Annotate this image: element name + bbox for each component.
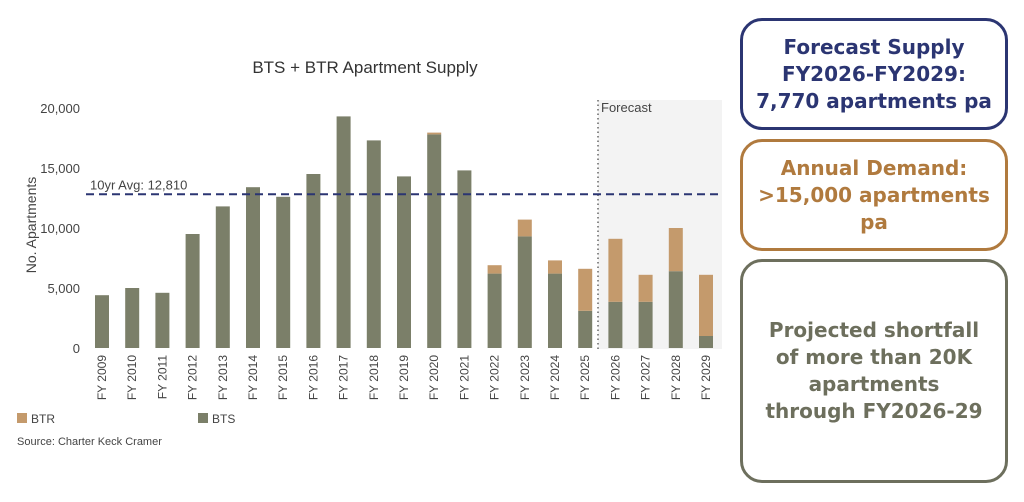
x-tick-label: FY 2012: [186, 355, 200, 400]
x-tick-label: FY 2026: [608, 355, 622, 400]
x-tick-label: FY 2016: [306, 355, 320, 400]
legend-swatch-bts: [198, 413, 208, 423]
source-note: Source: Charter Keck Cramer: [17, 436, 162, 448]
bar-bts-fy2015: [276, 196, 291, 348]
bar-btr-fy2029: [699, 274, 713, 336]
x-tick-label: FY 2019: [397, 355, 411, 400]
annual-demand-callout: Annual Demand: >15,000 apartments pa: [740, 139, 1008, 251]
bar-btr-fy2024: [548, 260, 562, 274]
bar-bts-fy2010: [125, 288, 140, 348]
y-tick-label: 15,000: [40, 161, 80, 176]
x-tick-label: FY 2010: [125, 355, 139, 400]
bar-bts-fy2025: [578, 310, 593, 348]
bar-bts-fy2023: [517, 236, 532, 348]
x-tick-label: FY 2022: [488, 355, 502, 400]
bar-bts-fy2026: [608, 301, 623, 348]
bar-btr-fy2020: [427, 132, 442, 135]
y-tick-label: 5,000: [47, 281, 80, 296]
forecast-label: Forecast: [601, 100, 652, 115]
bar-bts-fy2021: [457, 170, 472, 348]
x-tick-label: FY 2011: [155, 355, 169, 400]
chart-title: BTS + BTR Apartment Supply: [252, 58, 478, 77]
x-tick-label: FY 2021: [457, 355, 471, 400]
bar-bts-fy2016: [306, 174, 321, 348]
bar-bts-fy2017: [336, 116, 351, 349]
y-tick-label: 10,000: [40, 221, 80, 236]
bar-btr-fy2027: [638, 274, 653, 302]
bar-bts-fy2024: [548, 273, 562, 348]
bar-bts-fy2020: [427, 134, 442, 348]
bar-bts-fy2011: [155, 292, 170, 348]
bar-bts-fy2014: [246, 187, 260, 348]
y-tick-label: 20,000: [40, 101, 80, 116]
legend-label-btr: BTR: [31, 412, 55, 426]
x-tick-label: FY 2023: [518, 355, 532, 400]
legend-swatch-btr: [17, 413, 27, 423]
bar-bts-fy2022: [487, 273, 502, 348]
x-tick-label: FY 2024: [548, 355, 562, 400]
bar-bts-fy2028: [668, 271, 683, 348]
bar-btr-fy2022: [487, 265, 502, 274]
x-tick-label: FY 2020: [427, 355, 441, 400]
x-tick-label: FY 2027: [639, 355, 653, 400]
legend-label-bts: BTS: [212, 412, 235, 426]
x-tick-label: FY 2025: [578, 355, 592, 400]
bar-bts-fy2018: [366, 140, 381, 348]
x-tick-label: FY 2017: [337, 355, 351, 400]
annual-demand-text: Annual Demand: >15,000 apartments pa: [758, 155, 990, 234]
x-tick-label: FY 2018: [367, 355, 381, 400]
forecast-supply-callout: Forecast Supply FY2026-FY2029: 7,770 apa…: [740, 18, 1008, 130]
x-tick-label: FY 2013: [216, 355, 230, 400]
bar-bts-fy2029: [699, 336, 713, 348]
y-tick-label: 0: [73, 341, 80, 356]
forecast-supply-text: Forecast Supply FY2026-FY2029: 7,770 apa…: [756, 34, 992, 113]
bar-bts-fy2013: [215, 206, 230, 348]
shortfall-text: Projected shortfall of more than 20K apa…: [765, 318, 983, 423]
y-axis-label: No. Apartments: [23, 177, 39, 274]
bar-btr-fy2025: [578, 268, 593, 311]
average-label: 10yr Avg: 12,810: [90, 177, 187, 192]
shortfall-callout: Projected shortfall of more than 20K apa…: [740, 259, 1008, 483]
x-tick-label: FY 2015: [276, 355, 290, 400]
x-tick-label: FY 2009: [95, 355, 109, 400]
x-tick-label: FY 2028: [669, 355, 683, 400]
supply-chart: Forecast BTS + BTR Apartment Supply No. …: [17, 58, 722, 448]
bar-bts-fy2027: [638, 301, 653, 348]
x-tick-label: FY 2029: [699, 355, 713, 400]
x-tick-label: FY 2014: [246, 355, 260, 400]
bar-btr-fy2023: [517, 219, 532, 237]
bar-bts-fy2019: [397, 176, 411, 348]
bar-btr-fy2028: [668, 228, 683, 272]
bar-btr-fy2026: [608, 238, 623, 302]
bar-bts-fy2012: [185, 234, 200, 348]
bar-bts-fy2009: [95, 295, 109, 348]
